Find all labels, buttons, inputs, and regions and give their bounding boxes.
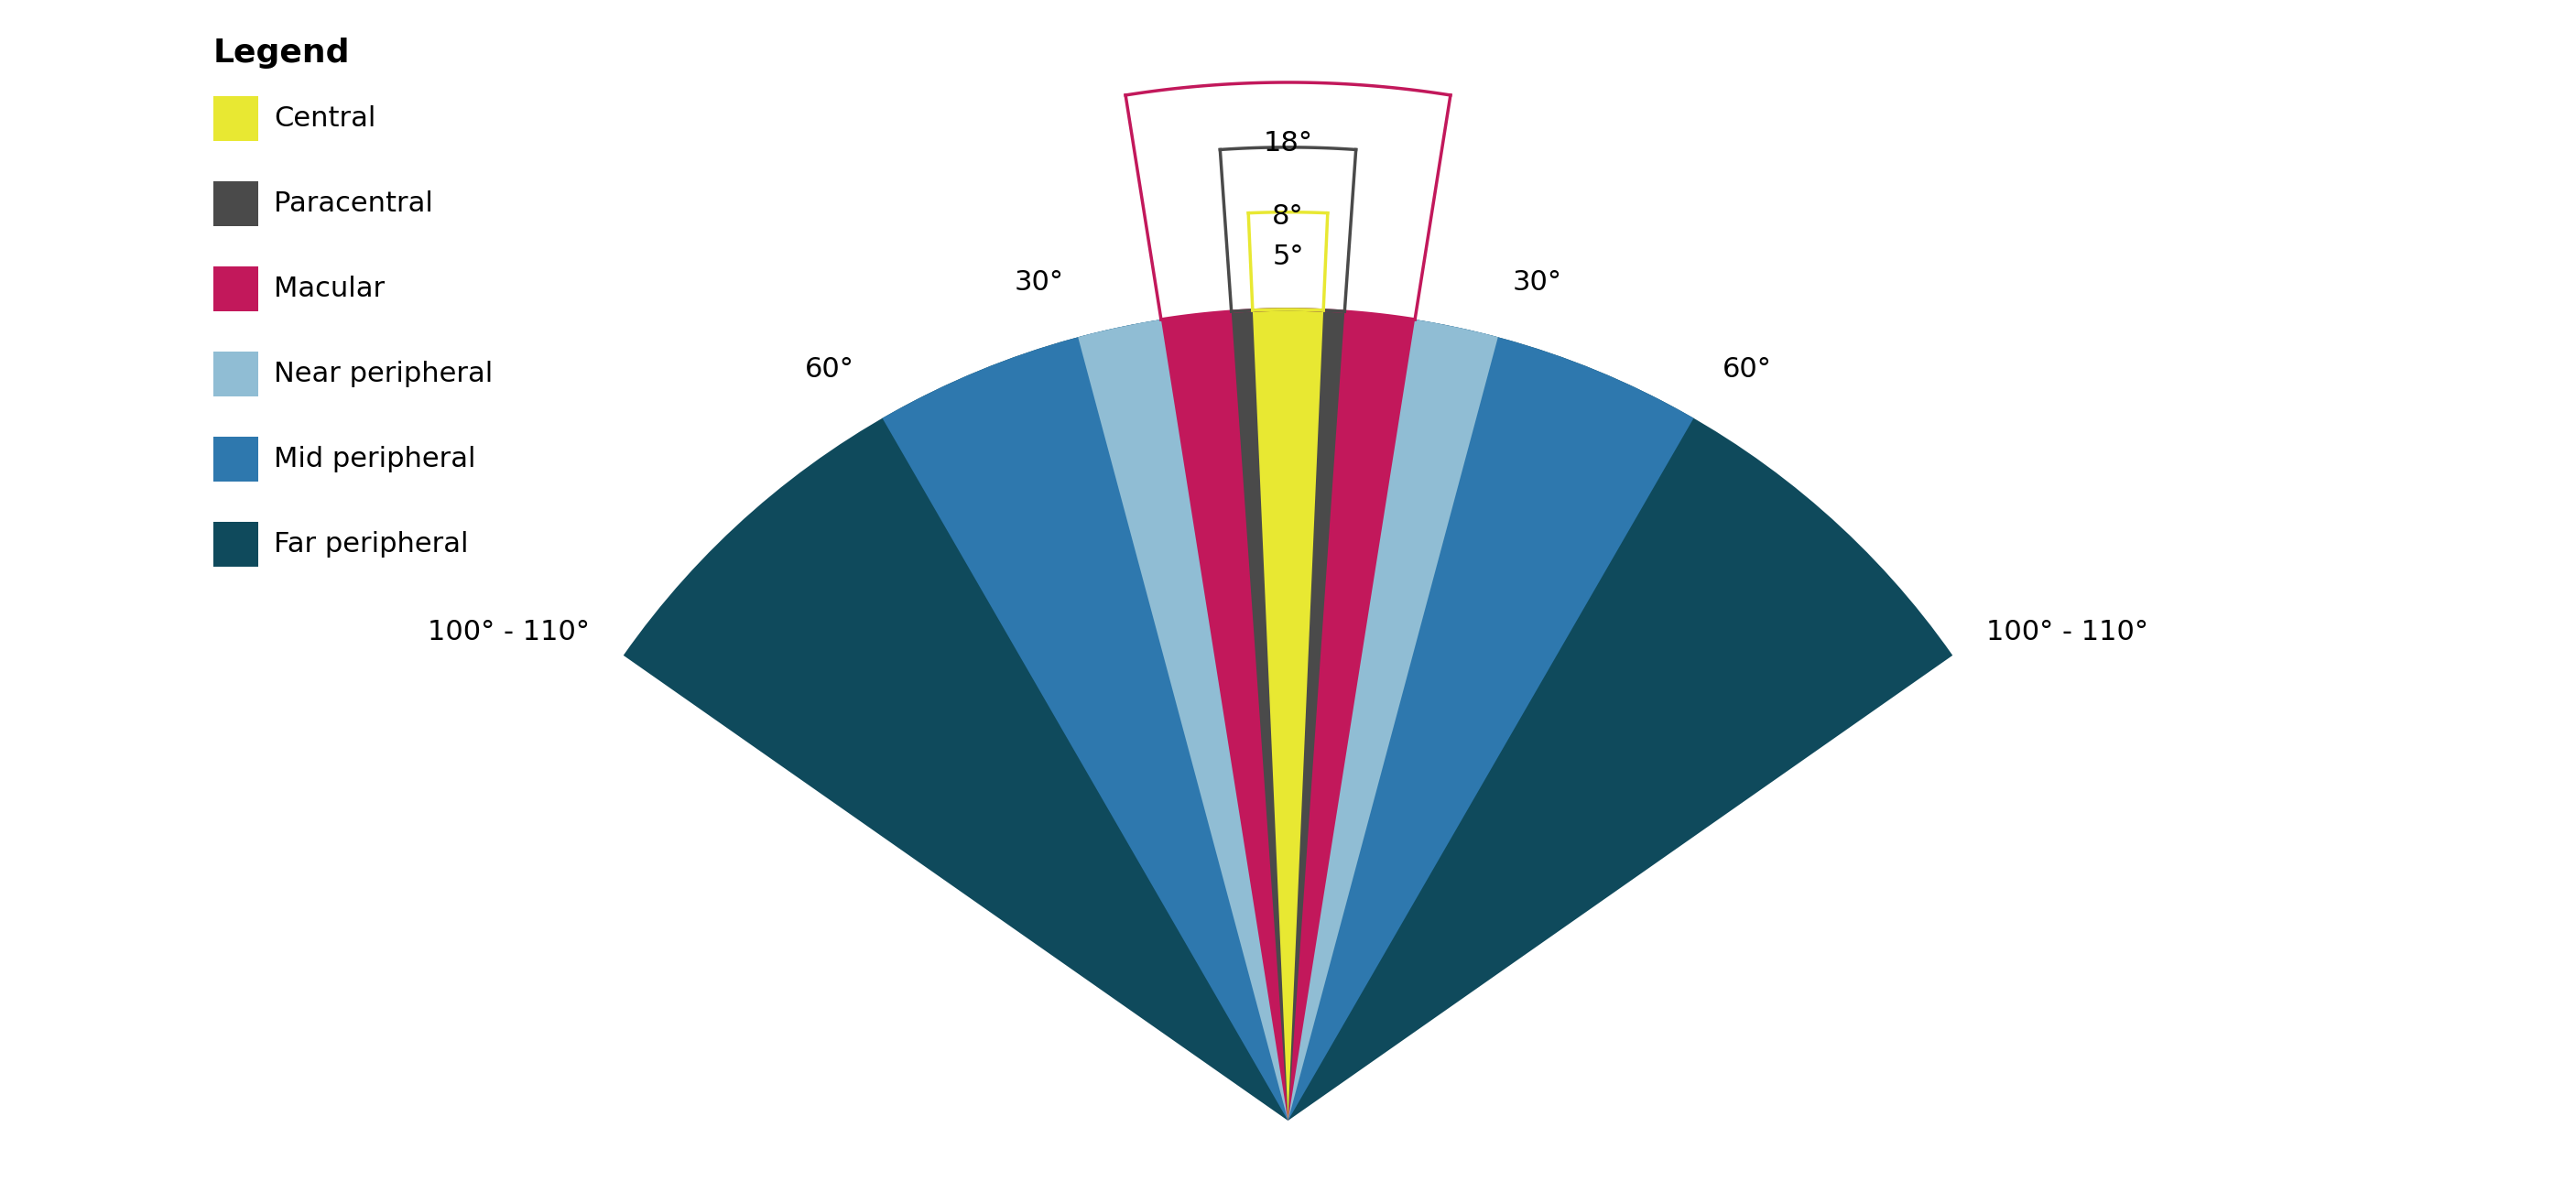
Bar [214,522,258,567]
Wedge shape [1252,309,1324,1121]
Text: Central: Central [273,105,376,131]
Bar [214,266,258,312]
Text: 60°: 60° [804,356,855,383]
Text: 18°: 18° [1262,130,1314,156]
Text: Near peripheral: Near peripheral [273,361,492,387]
Bar [214,96,258,141]
Text: Macular: Macular [273,275,384,302]
Text: 30°: 30° [1015,269,1064,296]
Bar [214,182,258,226]
Text: 60°: 60° [1721,356,1772,383]
Text: Paracentral: Paracentral [273,190,433,217]
Wedge shape [884,309,1692,1121]
Text: 5°: 5° [1273,243,1303,269]
Bar [214,437,258,481]
Wedge shape [623,309,1953,1121]
Text: 100° - 110°: 100° - 110° [428,618,590,645]
Text: 8°: 8° [1273,203,1303,230]
Text: Far peripheral: Far peripheral [273,531,469,557]
Text: Mid peripheral: Mid peripheral [273,446,477,473]
Wedge shape [1162,309,1414,1121]
Wedge shape [1077,309,1499,1121]
Text: 100° - 110°: 100° - 110° [1986,618,2148,645]
Text: Legend: Legend [214,37,350,69]
Wedge shape [1231,309,1345,1121]
Text: 30°: 30° [1512,269,1561,296]
Bar [214,351,258,396]
